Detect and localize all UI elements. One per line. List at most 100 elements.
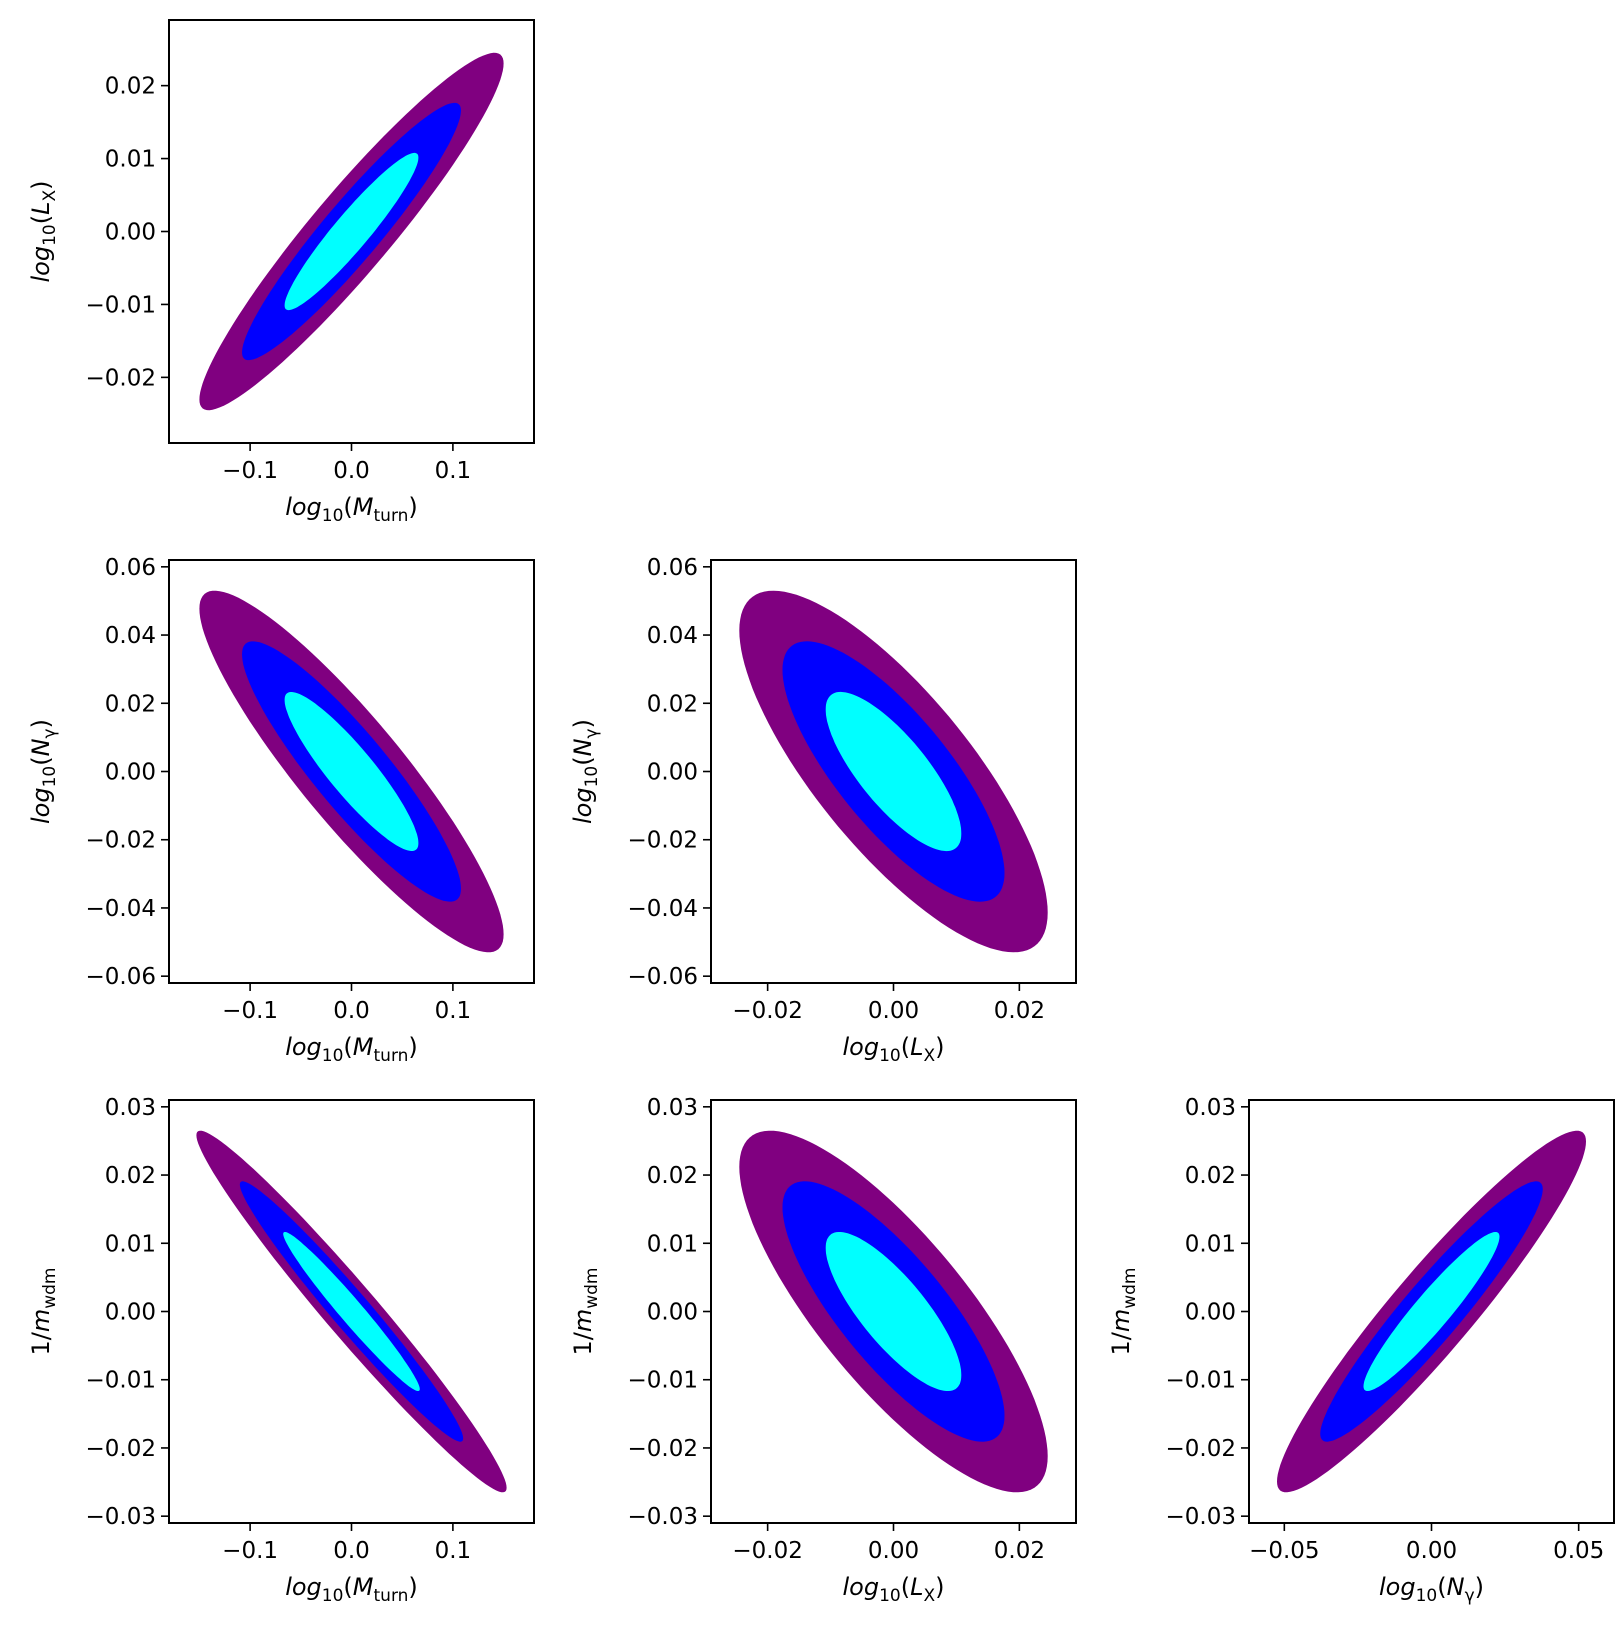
y-axis-label: 1/mwdm bbox=[27, 1267, 60, 1355]
y-tick-label: −0.01 bbox=[628, 1368, 698, 1394]
y-tick-label: 0.02 bbox=[105, 691, 156, 717]
svg-text:log10(LX): log10(LX) bbox=[842, 1033, 944, 1066]
panel-0-0: −0.1 0.0 0.1−0.02−0.010.000.010.02log10(Mt… bbox=[27, 19, 535, 526]
y-tick-label: 0.00 bbox=[105, 1300, 156, 1326]
contour-1sigma bbox=[825, 691, 962, 852]
x-tick-label: 0.00 bbox=[868, 998, 919, 1024]
y-tick-label: −0.01 bbox=[86, 1368, 156, 1394]
x-tick-label: −0.02 bbox=[732, 1538, 802, 1564]
axis-label-sub: 10 bbox=[40, 224, 60, 246]
svg-text:log10(LX): log10(LX) bbox=[27, 180, 60, 282]
y-tick-label: −0.01 bbox=[86, 292, 156, 318]
y-axis-label: 1/mwdm bbox=[569, 1267, 602, 1355]
y-tick-label: 0.00 bbox=[647, 760, 698, 786]
y-tick-label: 0.03 bbox=[105, 1095, 156, 1121]
panel-2-1: −0.02 0.00 0.02 −0.03 −0.02 −0.01 0.00 0.01 0.02… bbox=[569, 1095, 1077, 1606]
axis-label-var: L bbox=[910, 1033, 923, 1061]
axis-label-var: M bbox=[353, 1033, 374, 1061]
y-tick-label: −0.02 bbox=[86, 828, 156, 854]
contours bbox=[739, 590, 1048, 953]
axis-label-main: 1/ bbox=[1107, 1331, 1135, 1355]
axis-label-varsub: wdm bbox=[582, 1267, 602, 1308]
y-tick-label: 0.00 bbox=[647, 1300, 698, 1326]
contours bbox=[199, 590, 504, 953]
axis-label-var: m bbox=[27, 1309, 55, 1332]
y-axis-label: 1/mwdm bbox=[1107, 1267, 1140, 1355]
y-tick-label: −0.02 bbox=[86, 1436, 156, 1462]
y-tick-label: 0.04 bbox=[647, 623, 698, 649]
axis-label-var: N bbox=[1447, 1573, 1465, 1601]
axis-label-sub: 10 bbox=[322, 1046, 344, 1066]
contours bbox=[1277, 1130, 1586, 1493]
axis-label-main: log bbox=[27, 787, 55, 824]
y-tick-label: 0.02 bbox=[647, 691, 698, 717]
x-tick-label: −0.05 bbox=[1249, 1538, 1319, 1564]
y-tick-label: −0.02 bbox=[628, 828, 698, 854]
axis-label-var: L bbox=[910, 1573, 923, 1601]
axis-label-close: ) bbox=[408, 1033, 417, 1061]
svg-text:log10(Nγ): log10(Nγ) bbox=[27, 719, 60, 824]
axis-label-varsub: X bbox=[923, 1046, 935, 1066]
x-tick-label: 0.02 bbox=[994, 998, 1045, 1024]
axis-label-open: ( bbox=[27, 756, 55, 765]
x-tick-label: −0.02 bbox=[732, 998, 802, 1024]
axis-label-var: m bbox=[569, 1309, 597, 1332]
axis-label-close: ) bbox=[27, 180, 55, 189]
y-tick-label: 0.00 bbox=[105, 760, 156, 786]
x-tick-label: 0.05 bbox=[1553, 1538, 1604, 1564]
axis-label-close: ) bbox=[1475, 1573, 1484, 1601]
axis-label-sub: 10 bbox=[40, 766, 60, 788]
panel-2-0: −0.1 0.0 0.1 −0.03 −0.02 −0.01 0.00 0.01 0.02 0.0… bbox=[27, 1095, 535, 1606]
x-axis-label: log10(LX) bbox=[842, 1573, 944, 1606]
y-tick-label: 0.02 bbox=[647, 1163, 698, 1189]
y-tick-label: 0.01 bbox=[1185, 1231, 1236, 1257]
y-tick-label: −0.06 bbox=[628, 964, 698, 990]
x-tick-label: 0.00 bbox=[1406, 1538, 1457, 1564]
svg-text:1/mwdm: 1/mwdm bbox=[569, 1267, 602, 1355]
y-tick-label: 0.02 bbox=[105, 1163, 156, 1189]
axis-label-open: ( bbox=[1437, 1573, 1446, 1601]
y-axis-label: log10(Nγ) bbox=[569, 719, 602, 824]
x-tick-label: −0.1 bbox=[222, 458, 278, 484]
contours bbox=[739, 1130, 1048, 1493]
axis-label-sub: 10 bbox=[879, 1586, 901, 1606]
axis-label-close: ) bbox=[408, 1573, 417, 1601]
svg-text:log10(Mturn): log10(Mturn) bbox=[285, 493, 418, 526]
axis-label-varsub: wdm bbox=[1120, 1267, 1140, 1308]
axis-label-main: log bbox=[285, 1573, 322, 1601]
axis-label-varsub: X bbox=[40, 190, 60, 202]
axis-label-sub: 10 bbox=[322, 1586, 344, 1606]
y-tick-label: 0.02 bbox=[1185, 1163, 1236, 1189]
y-tick-label: −0.04 bbox=[628, 896, 698, 922]
axis-label-open: ( bbox=[27, 215, 55, 224]
contour-1sigma bbox=[825, 1232, 962, 1391]
axis-label-var: N bbox=[27, 738, 55, 756]
axis-label-sub: 10 bbox=[322, 506, 344, 526]
y-tick-label: 0.01 bbox=[105, 1231, 156, 1257]
x-tick-label: −0.1 bbox=[222, 998, 278, 1024]
axis-label-varsub: turn bbox=[374, 1046, 409, 1066]
axis-label-main: log bbox=[1379, 1573, 1416, 1601]
axis-label-varsub: turn bbox=[374, 506, 409, 526]
axis-label-main: log bbox=[27, 246, 55, 283]
y-tick-label: 0.06 bbox=[105, 555, 156, 581]
axis-label-var: L bbox=[27, 202, 55, 215]
contours bbox=[199, 52, 504, 411]
svg-text:log10(Nγ): log10(Nγ) bbox=[569, 719, 602, 824]
y-tick-label: −0.01 bbox=[1166, 1368, 1236, 1394]
y-tick-label: −0.02 bbox=[86, 365, 156, 391]
x-tick-label: 0.0 bbox=[333, 1538, 370, 1564]
axis-label-open: ( bbox=[569, 756, 597, 765]
svg-text:log10(Nγ): log10(Nγ) bbox=[1379, 1573, 1484, 1606]
y-tick-label: 0.02 bbox=[105, 74, 156, 100]
y-tick-label: 0.03 bbox=[1185, 1095, 1236, 1121]
y-tick-label: 0.01 bbox=[105, 147, 156, 173]
axis-label-sub: 10 bbox=[1416, 1586, 1438, 1606]
svg-text:1/mwdm: 1/mwdm bbox=[1107, 1267, 1140, 1355]
x-tick-label: 0.00 bbox=[868, 1538, 919, 1564]
axis-label-main: 1/ bbox=[27, 1331, 55, 1355]
svg-text:log10(Mturn): log10(Mturn) bbox=[285, 1033, 418, 1066]
axis-label-varsub: γ bbox=[1465, 1586, 1475, 1606]
